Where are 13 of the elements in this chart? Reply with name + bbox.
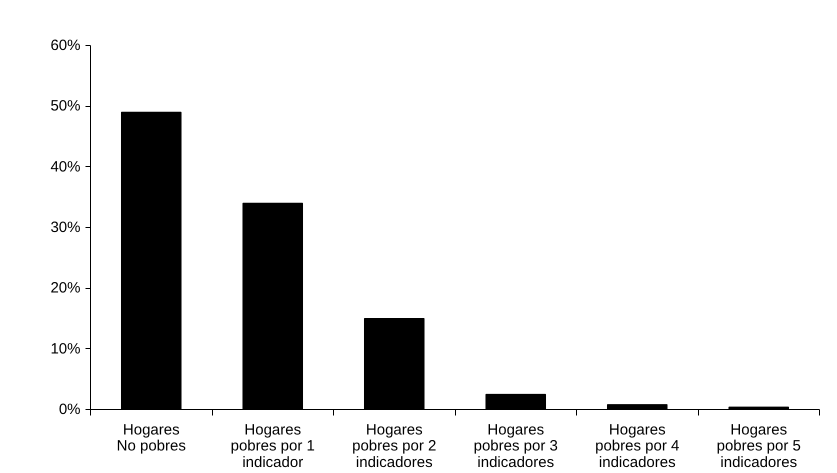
x-tick-label: Hogares pobres por 4 indicadores [595,422,680,471]
x-tick-label: Hogares pobres por 1 indicador [230,422,315,471]
y-tick-label: 0% [58,401,81,418]
x-tick-label: Hogares pobres por 3 indicadores [474,422,558,471]
y-tick-label: 50% [50,98,81,115]
y-tick-label: 40% [50,158,81,176]
y-tick-label: 10% [50,340,81,358]
x-tick-label: Hogares pobres por 5 indicadores [716,422,801,471]
y-tick-label: 20% [50,280,81,297]
y-tick-label: 30% [50,219,81,236]
x-tick-label: Hogares No pobres [116,422,186,455]
y-tick-label: 60% [50,37,81,54]
x-tick-label: Hogares pobres por 2 indicadores [352,422,436,471]
